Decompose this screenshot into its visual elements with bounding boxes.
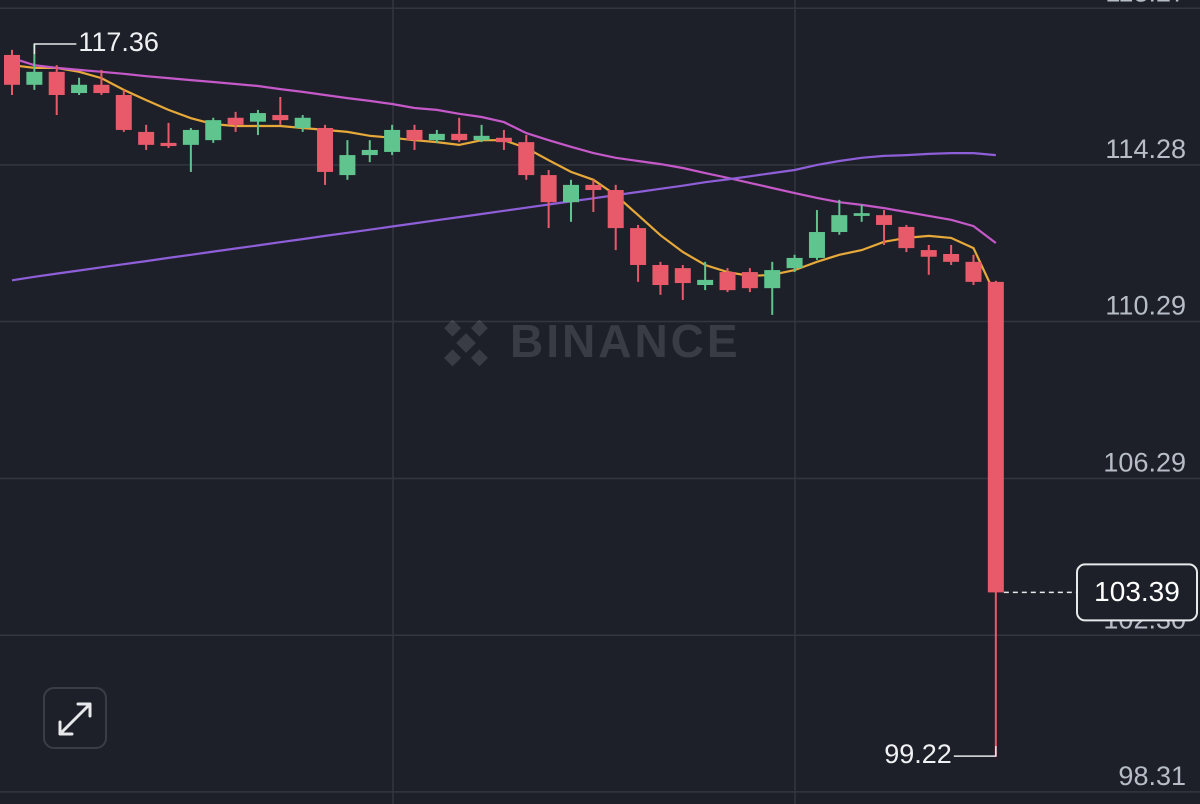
candle-body (987, 281, 1004, 593)
candle-body (607, 190, 624, 229)
candle-body (451, 133, 468, 141)
y-tick-label: 118.27 (1105, 0, 1186, 7)
candle-body (317, 127, 334, 172)
plot-area (4, 43, 1004, 757)
candle-body (853, 213, 870, 216)
last-price-label: 103.39 (1094, 576, 1180, 607)
candle-body (205, 120, 222, 141)
candle-body (786, 257, 803, 269)
watermark-text: BINANCE (510, 315, 741, 367)
candle-body (876, 215, 893, 225)
last-price-box (1076, 563, 1198, 622)
y-tick-label: 114.28 (1105, 134, 1186, 164)
candle-body (138, 131, 155, 145)
candle-body (115, 95, 132, 130)
candle-body (182, 129, 199, 145)
candle-body (518, 142, 535, 176)
y-tick-label: 106.29 (1103, 448, 1186, 478)
expand-button[interactable] (43, 687, 107, 749)
candle-body (652, 264, 669, 286)
candle-body (719, 272, 736, 291)
candle-body (361, 149, 378, 156)
candle-body (26, 71, 43, 85)
candle-body (831, 215, 848, 233)
candle-body (697, 279, 714, 286)
candle-body (563, 184, 579, 203)
candle-body (540, 175, 557, 203)
candle-body (630, 228, 647, 265)
candle-body (272, 115, 289, 121)
candle-body (808, 232, 825, 258)
candle-body (4, 54, 20, 85)
candle-body (965, 261, 982, 282)
low-marker-line (953, 746, 997, 757)
candle-body (227, 117, 244, 125)
candle-body (71, 84, 88, 94)
y-tick-label: 110.29 (1105, 291, 1186, 321)
candle-body (898, 226, 915, 249)
candle-body (406, 129, 423, 141)
candle-body (741, 272, 758, 289)
candle-body (160, 142, 177, 147)
candle-body (943, 253, 960, 262)
candle-body (339, 155, 356, 176)
candle-body (294, 117, 311, 128)
candle-body (920, 250, 937, 257)
high-label: 117.36 (78, 27, 159, 57)
candle-body (495, 137, 512, 143)
candle-body (93, 84, 110, 94)
y-tick-label: 98.31 (1118, 761, 1186, 791)
candle-body (48, 71, 65, 96)
candle-body (674, 268, 691, 284)
price-annotations: 117.36 99.22 103.39 (33, 27, 1198, 769)
candle-body (585, 184, 602, 191)
low-label: 99.22 (884, 739, 952, 769)
candle-body (249, 113, 266, 122)
candle-body (764, 270, 781, 289)
candle-body (473, 135, 490, 141)
candle-body (428, 133, 445, 141)
candle-body (384, 129, 401, 152)
expand-icon[interactable] (58, 702, 92, 736)
high-marker-line (33, 43, 77, 54)
moving-average-line (11, 57, 997, 244)
moving-average-line (11, 152, 996, 282)
